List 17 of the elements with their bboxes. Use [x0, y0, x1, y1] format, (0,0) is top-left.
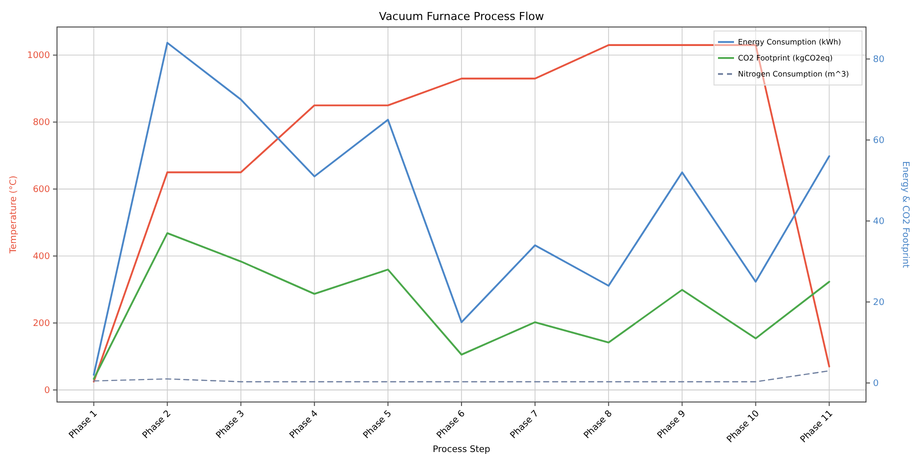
y-tick-label: 800 — [32, 118, 50, 128]
y-tick-label: 600 — [32, 184, 50, 195]
line-series — [92, 232, 830, 380]
y2-tick-label: 80 — [873, 54, 885, 65]
y2-tick-label: 60 — [873, 136, 885, 146]
y-axis-title: Temperature (°C) — [9, 176, 19, 254]
y2-tick-label: 20 — [873, 298, 885, 308]
line-series — [93, 370, 830, 382]
y-tick-label: 0 — [44, 386, 50, 396]
y-tick-label: 1000 — [27, 51, 50, 62]
chart-title: Vacuum Furnace Process Flow — [379, 10, 544, 23]
y2-tick-label: 0 — [873, 378, 879, 389]
y2-tick-label: 40 — [873, 216, 885, 227]
y2-axis-title: Energy & CO2 Footprint — [900, 161, 910, 268]
x-axis-title: Process Step — [432, 445, 491, 454]
y-tick-label: 400 — [32, 252, 50, 262]
y-tick-label: 200 — [32, 318, 50, 329]
